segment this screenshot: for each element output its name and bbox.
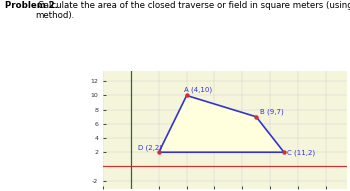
- Text: C (11,2): C (11,2): [287, 149, 315, 156]
- Text: Calculate the area of the closed traverse or field in square meters (using coord: Calculate the area of the closed travers…: [35, 1, 350, 20]
- Text: B (9,7): B (9,7): [260, 109, 284, 115]
- Text: D (2,2): D (2,2): [138, 144, 162, 151]
- Polygon shape: [159, 96, 284, 152]
- Text: A (4,10): A (4,10): [184, 87, 212, 93]
- Text: Problem 2.: Problem 2.: [5, 1, 58, 10]
